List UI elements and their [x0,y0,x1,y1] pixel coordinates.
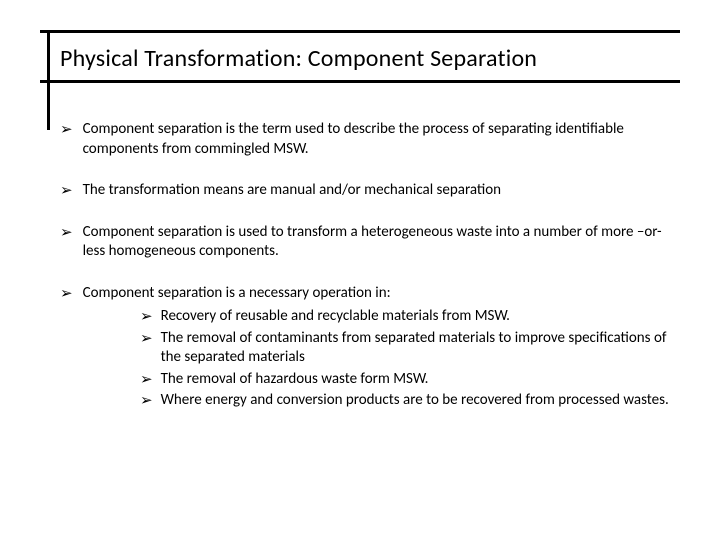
sub-text: The removal of contaminants from separat… [161,329,670,368]
bullet-item: ➢ Component separation is the term used … [60,120,670,159]
bullet-text: Component separation is the term used to… [83,120,670,159]
sub-text: Where energy and conversion products are… [161,391,670,411]
bullet-marker: ➢ [60,223,73,243]
sub-item: ➢ Recovery of reusable and recyclable ma… [140,307,670,327]
bullet-marker: ➢ [140,307,153,327]
sub-text: Recovery of reusable and recyclable mate… [161,307,670,327]
bullet-text: Component separation is a necessary oper… [83,284,670,304]
content-area: ➢ Component separation is the term used … [60,120,670,413]
bullet-marker: ➢ [60,284,73,304]
bullet-marker: ➢ [140,370,153,390]
top-rule [40,30,680,33]
bullet-text: The transformation means are manual and/… [83,181,670,201]
sub-item: ➢ The removal of hazardous waste form MS… [140,370,670,390]
sub-item: ➢ Where energy and conversion products a… [140,391,670,411]
bullet-marker: ➢ [60,181,73,201]
bullet-marker: ➢ [140,391,153,411]
bullet-item: ➢ Component separation is a necessary op… [60,284,670,304]
bullet-marker: ➢ [140,329,153,349]
sub-item: ➢ The removal of contaminants from separ… [140,329,670,368]
sub-list: ➢ Recovery of reusable and recyclable ma… [140,307,670,411]
sub-text: The removal of hazardous waste form MSW. [161,370,670,390]
bullet-item: ➢ Component separation is used to transf… [60,223,670,262]
page-title: Physical Transformation: Component Separ… [60,44,680,73]
bullet-text: Component separation is used to transfor… [83,223,670,262]
bullet-marker: ➢ [60,120,73,140]
title-rule [40,80,680,83]
bullet-item: ➢ The transformation means are manual an… [60,181,670,201]
